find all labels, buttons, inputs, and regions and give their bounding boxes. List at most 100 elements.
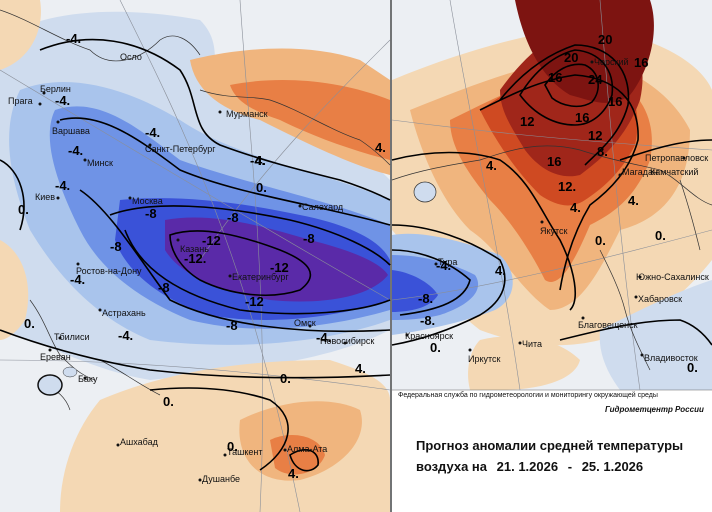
city-almaata: Алма-Ата bbox=[283, 444, 327, 454]
city-label-yuzhno: Южно-Сахалинск bbox=[636, 272, 709, 282]
city-yuzhno: Южно-Сахалинск bbox=[636, 272, 709, 282]
cold-strong-right-area bbox=[392, 270, 438, 312]
city-tbilisi: Тбилиси bbox=[54, 332, 90, 342]
city-omsk: Омск bbox=[294, 318, 316, 328]
map-title: Прогноз аномалии средней температуры bbox=[416, 438, 684, 453]
warm-west-lower-area bbox=[0, 240, 29, 340]
city-berlin: Берлин bbox=[40, 84, 71, 95]
city-label-berlin: Берлин bbox=[40, 84, 71, 94]
iso-label: -8 bbox=[226, 318, 238, 333]
iso-label: -8 bbox=[303, 231, 315, 246]
iso-label: 20 bbox=[564, 50, 578, 65]
iso-label: 0. bbox=[280, 371, 291, 386]
city-khabarovsk: Хабаровск bbox=[634, 294, 682, 304]
city-labels: Осло Берлин Прага Варшава Минск Киев Мос… bbox=[8, 52, 709, 484]
city-irkutsk: Иркутск bbox=[468, 348, 501, 364]
credit-center: Гидрометцентр России bbox=[605, 405, 704, 414]
iso-label: 0. bbox=[595, 233, 606, 248]
iso-label: 12 bbox=[588, 128, 602, 143]
city-label-kazan: Казань bbox=[180, 244, 209, 254]
iso-label: 4. bbox=[486, 158, 497, 173]
iso-label: 0. bbox=[256, 180, 267, 195]
iso-label: -4. bbox=[118, 328, 133, 343]
city-label-yakutsk: Якутск bbox=[540, 226, 568, 236]
iso-label: 16 bbox=[608, 94, 622, 109]
iso-label: -4. bbox=[66, 31, 81, 46]
city-label-minsk: Минск bbox=[87, 158, 113, 168]
cold-pale-right-area bbox=[599, 280, 712, 390]
iso-label: -4. bbox=[70, 272, 85, 287]
city-chersky: Черский bbox=[590, 57, 629, 67]
iso-label: -4. bbox=[436, 258, 451, 273]
city-kiev: Киев bbox=[35, 192, 60, 202]
iso-label: 12 bbox=[520, 114, 534, 129]
city-label-ekb: Екатеринбург bbox=[232, 272, 289, 282]
city-label-rostov: Ростов-на-Дону bbox=[76, 266, 142, 276]
city-krasnoyarsk: Красноярск bbox=[405, 331, 453, 341]
iso-label: 0. bbox=[18, 202, 29, 217]
iso-label: -4. bbox=[316, 330, 331, 345]
warm-west-area bbox=[0, 0, 41, 70]
city-label-praga: Прага bbox=[8, 96, 33, 106]
iso-label: 16 bbox=[634, 55, 648, 70]
date-from: 21. 1.2026 bbox=[496, 459, 559, 474]
city-petropavlovsk: Петропавловск bbox=[645, 153, 708, 163]
iso-label: -8 bbox=[110, 239, 122, 254]
iso-label: -4. bbox=[68, 143, 83, 158]
iso-label: 0. bbox=[24, 316, 35, 331]
iso-label: 0. bbox=[687, 360, 698, 375]
city-novosibirsk: Новосибирск bbox=[320, 336, 374, 346]
iso-label: 4. bbox=[495, 263, 506, 278]
iso-label: -4. bbox=[250, 153, 265, 168]
city-vladivostok: Владивосток bbox=[640, 353, 698, 363]
iso-label: -8 bbox=[158, 280, 170, 295]
city-kazan: Казань bbox=[176, 238, 209, 254]
city-label-omsk: Омск bbox=[294, 318, 316, 328]
city-label-vladivostok: Владивосток bbox=[644, 353, 698, 363]
iso-label: 0. bbox=[227, 439, 238, 454]
iso-label: 4. bbox=[570, 200, 581, 215]
iso-label: -8. bbox=[418, 291, 433, 306]
city-minsk: Минск bbox=[83, 158, 113, 168]
city-label-blagoveshchensk: Благовещенск bbox=[578, 320, 638, 330]
city-blagoveshchensk: Благовещенск bbox=[578, 316, 638, 330]
iso-label: 16 bbox=[575, 110, 589, 125]
city-dushanbe: Душанбе bbox=[198, 474, 240, 484]
city-label-kiev: Киев bbox=[35, 192, 55, 202]
city-varshava: Варшава bbox=[52, 120, 90, 136]
caspian-sea bbox=[62, 366, 78, 378]
city-label-ashkhabad: Ашхабад bbox=[120, 437, 159, 447]
iso-label: -4. bbox=[55, 178, 70, 193]
city-label-magadan: Магадан bbox=[622, 167, 658, 177]
city-oslo: Осло bbox=[120, 52, 142, 62]
city-label-salekhard: Салехард bbox=[302, 202, 344, 212]
iso-label: 20 bbox=[598, 32, 612, 47]
iso-label: -4. bbox=[145, 125, 160, 140]
iso-label: -12. bbox=[184, 251, 206, 266]
iso-label: 0. bbox=[430, 340, 441, 355]
credit-agency: Федеральная служба по гидрометеорологии … bbox=[398, 392, 658, 399]
city-label-varshava: Варшава bbox=[52, 126, 90, 136]
city-label-tbilisi: Тбилиси bbox=[54, 332, 90, 342]
city-label-chita: Чита bbox=[522, 339, 542, 349]
iso-label: 4. bbox=[355, 361, 366, 376]
city-label-novosibirsk: Новосибирск bbox=[320, 336, 374, 346]
iso-label: -8 bbox=[145, 206, 157, 221]
iso-label: -12 bbox=[270, 260, 289, 275]
iso-label: 8. bbox=[597, 144, 608, 159]
warm-pale-lower-right-area bbox=[468, 336, 580, 390]
map-title-dates: воздуха на 21. 1.2026 - 25. 1.2026 bbox=[416, 459, 649, 474]
city-astrakhan: Астрахань bbox=[98, 308, 146, 318]
iso-label: 16 bbox=[548, 70, 562, 85]
city-ashkhabad: Ашхабад bbox=[116, 437, 159, 447]
isolines bbox=[0, 38, 712, 472]
date-to: 25. 1.2026 bbox=[581, 459, 644, 474]
city-label-kamchatsky: Камчатский bbox=[650, 167, 698, 177]
title-prefix: воздуха на bbox=[416, 459, 488, 474]
city-label-spb: Санкт-Петербург bbox=[145, 144, 216, 154]
city-baku: Баку bbox=[78, 374, 98, 384]
cold-deep-area bbox=[165, 217, 388, 302]
iso-label: 12. bbox=[558, 179, 576, 194]
iso-label: 16 bbox=[547, 154, 561, 169]
